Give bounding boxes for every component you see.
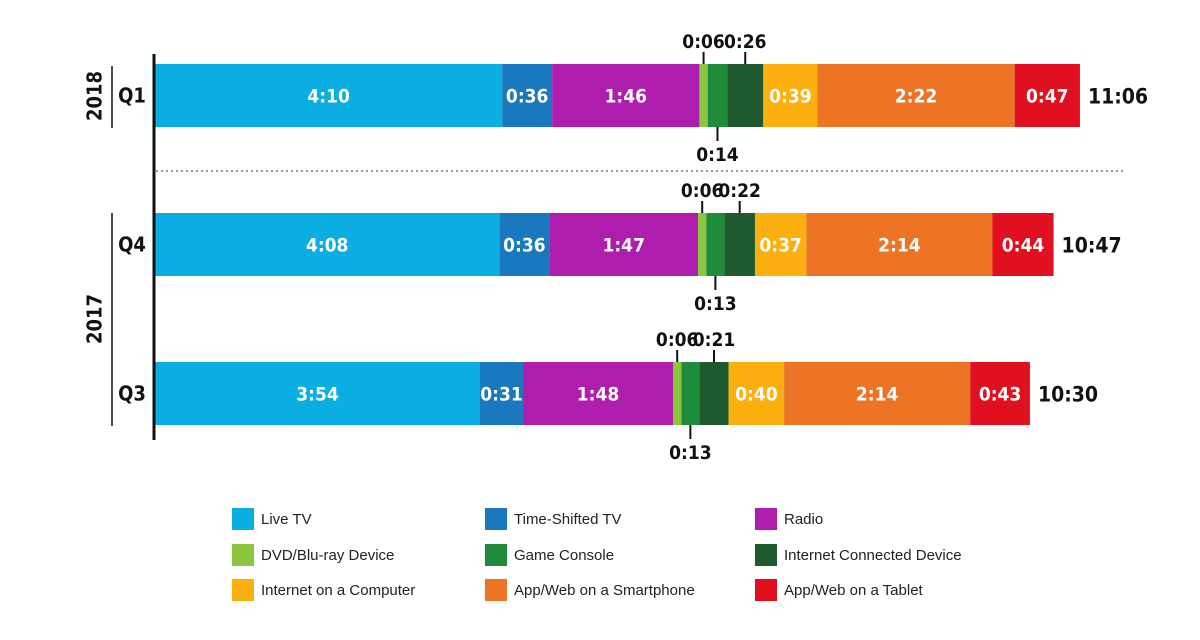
data-label: 0:39 <box>769 86 812 108</box>
data-label: 0:43 <box>979 384 1022 406</box>
total-label: 10:47 <box>1062 234 1122 258</box>
period-label: Q1 <box>118 84 146 108</box>
legend-swatch <box>232 579 254 601</box>
callout-label: 0:26 <box>724 31 767 53</box>
data-label: 2:14 <box>856 384 899 406</box>
legend-label: DVD/Blu-ray Device <box>261 546 395 564</box>
data-label: 0:37 <box>759 235 802 257</box>
bar-segment-time-shifted-tv <box>499 213 550 276</box>
data-label: 1:48 <box>577 384 620 406</box>
legend-item: Internet on a Computer <box>232 579 415 601</box>
bar-segment-radio <box>523 362 674 425</box>
callout-label: 0:22 <box>718 180 761 202</box>
legend-item: App/Web on a Smartphone <box>485 579 695 601</box>
callout-label: 0:06 <box>681 180 724 202</box>
legend-swatch <box>485 508 507 530</box>
legend-label: App/Web on a Smartphone <box>514 581 695 599</box>
legend-label: Live TV <box>261 510 312 528</box>
bar-segment-internet-on-a-computer <box>754 213 807 276</box>
bar-segment-dvd-blu-ray-device <box>698 213 707 276</box>
legend-swatch <box>755 508 777 530</box>
legend-swatch <box>232 508 254 530</box>
total-label: 11:06 <box>1088 85 1148 109</box>
bar-segment-time-shifted-tv <box>479 362 524 425</box>
legend-label: Game Console <box>514 546 615 564</box>
legend-label: Internet Connected Device <box>784 546 962 564</box>
legend-swatch <box>755 579 777 601</box>
bar-segment-live-tv <box>155 213 500 276</box>
data-label: 1:47 <box>602 235 645 257</box>
bar-segment-app-web-on-a-tablet <box>970 362 1030 425</box>
bar-segment-game-console <box>681 362 700 425</box>
callout-label: 0:21 <box>693 329 736 351</box>
legend-item: Radio <box>755 508 823 530</box>
legend-swatch <box>485 544 507 566</box>
bar-segment-dvd-blu-ray-device <box>673 362 682 425</box>
bar-segment-internet-connected-device <box>727 64 764 127</box>
callout-label: 0:13 <box>694 293 737 315</box>
data-label: 2:14 <box>878 235 921 257</box>
legend-swatch <box>755 544 777 566</box>
bar-segment-app-web-on-a-smartphone <box>784 362 971 425</box>
callout-label: 0:06 <box>682 31 725 53</box>
data-label: 0:36 <box>506 86 549 108</box>
data-label: 0:31 <box>480 384 523 406</box>
bar-segment-internet-connected-device <box>724 213 755 276</box>
bar-segment-live-tv <box>155 64 503 127</box>
bar-segment-time-shifted-tv <box>502 64 553 127</box>
stacked-bar-chart: 4:10 0:36 1:46 0:39 2:22 0:47 11:060:06 0:260:1… <box>83 31 1149 464</box>
bar-segment-internet-on-a-computer <box>763 64 818 127</box>
bar-segment-radio <box>552 64 700 127</box>
legend-item: DVD/Blu-ray Device <box>232 544 394 566</box>
data-label: 0:47 <box>1026 86 1069 108</box>
period-label: Q3 <box>118 382 146 406</box>
data-label: 4:08 <box>306 235 349 257</box>
data-label: 4:10 <box>307 86 350 108</box>
data-label: 0:40 <box>735 384 778 406</box>
callout-label: 0:14 <box>696 144 739 166</box>
legend-label: App/Web on a Tablet <box>784 581 923 599</box>
legend-label: Radio <box>784 510 824 528</box>
data-label: 2:22 <box>895 86 938 108</box>
bar-segment-internet-connected-device <box>699 362 729 425</box>
callout-label: 0:13 <box>669 442 712 464</box>
period-label: Q4 <box>118 233 146 257</box>
legend-item: Internet Connected Device <box>755 544 962 566</box>
bar-segment-game-console <box>706 213 725 276</box>
bar-segment-app-web-on-a-tablet <box>1014 64 1080 127</box>
bar-segment-live-tv <box>155 362 480 425</box>
bar-segment-app-web-on-a-tablet <box>992 213 1054 276</box>
chart-legend: Live TV Time-Shifted TV Radio DVD/Blu-ray D… <box>232 508 992 618</box>
year-label: 2018 <box>83 71 107 121</box>
bar-segment-dvd-blu-ray-device <box>699 64 708 127</box>
legend-swatch <box>232 544 254 566</box>
legend-item: App/Web on a Tablet <box>755 579 923 601</box>
legend-label: Internet on a Computer <box>261 581 416 599</box>
bar-segment-game-console <box>707 64 728 127</box>
bar-segment-radio <box>549 213 699 276</box>
bar-segment-internet-on-a-computer <box>728 362 785 425</box>
legend-item: Live TV <box>232 508 312 530</box>
legend-item: Game Console <box>485 544 614 566</box>
bar-segment-app-web-on-a-smartphone <box>806 213 993 276</box>
data-label: 1:46 <box>605 86 648 108</box>
callout-label: 0:06 <box>656 329 699 351</box>
bar-segment-app-web-on-a-smartphone <box>817 64 1015 127</box>
legend-item: Time-Shifted TV <box>485 508 622 530</box>
legend-label: Time-Shifted TV <box>514 510 622 528</box>
data-label: 0:44 <box>1002 235 1045 257</box>
data-label: 0:36 <box>503 235 546 257</box>
legend-swatch <box>485 579 507 601</box>
data-label: 3:54 <box>296 384 339 406</box>
total-label: 10:30 <box>1038 383 1098 407</box>
year-label: 2017 <box>83 294 107 344</box>
